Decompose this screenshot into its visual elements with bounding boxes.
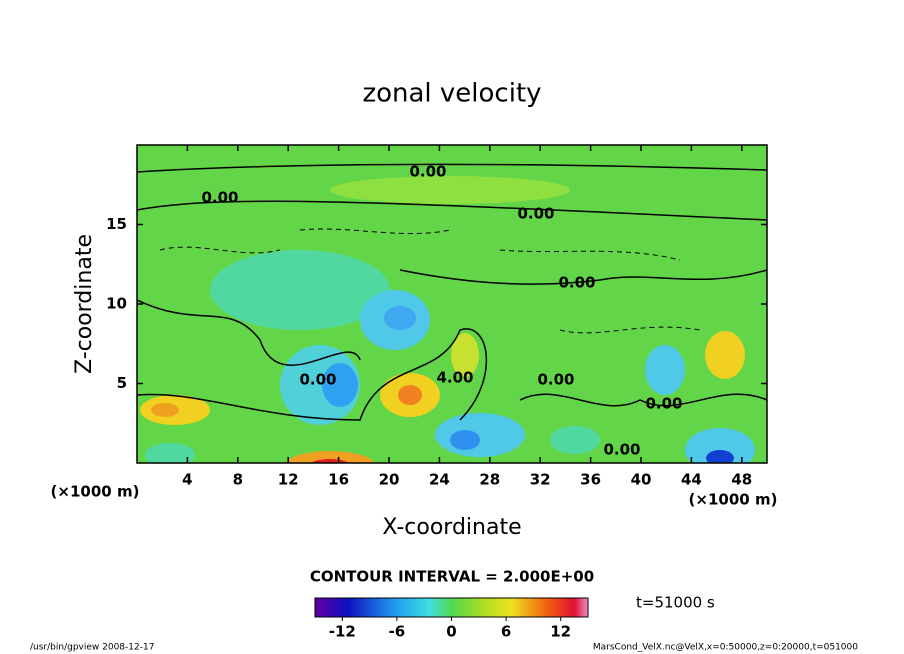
x-tick-label: 28	[479, 471, 500, 489]
x-unit-left: (×1000 m)	[51, 483, 140, 501]
contour-label: 0.00	[558, 274, 595, 292]
contour-interval: CONTOUR INTERVAL = 2.000E+00	[310, 568, 594, 586]
colorbar-tick-label: 0	[446, 623, 456, 641]
y-tick-label: 15	[106, 215, 127, 233]
contour-label: 0.00	[299, 371, 336, 389]
chart-title: zonal velocity	[362, 79, 541, 109]
x-tick-label: 48	[731, 471, 752, 489]
x-tick-label: 16	[328, 471, 349, 489]
contour-label: 0.00	[645, 395, 682, 413]
x-tick-label: 40	[631, 471, 652, 489]
x-tick-label: 12	[278, 471, 299, 489]
time-label: t=51000 s	[636, 594, 715, 612]
footer-left: /usr/bin/gpview 2008-12-17	[30, 643, 154, 653]
x-tick-label: 20	[379, 471, 400, 489]
y-tick-label: 5	[117, 374, 127, 392]
footer-right: MarsCond_VelX.nc@VelX,x=0:50000,z=0:2000…	[593, 643, 858, 653]
field	[137, 145, 767, 463]
x-tick-label: 44	[681, 471, 702, 489]
colorbar	[314, 597, 589, 618]
x-tick-label: 36	[580, 471, 601, 489]
colorbar-tick-label: 12	[550, 623, 571, 641]
x-tick-label: 8	[233, 471, 243, 489]
contour-label: 0.00	[409, 163, 446, 181]
colorbar-tick-label: -12	[329, 623, 356, 641]
x-unit-right: (×1000 m)	[689, 491, 778, 509]
x-tick-label: 24	[429, 471, 450, 489]
x-tick-label: 4	[182, 471, 192, 489]
y-axis-label: Z-coordinate	[72, 234, 97, 374]
contour-label: 0.00	[603, 441, 640, 459]
contour-label: 4.00	[436, 369, 473, 387]
contour-label: 0.00	[201, 189, 238, 207]
contour-label: 0.00	[517, 205, 554, 223]
y-tick-label: 10	[106, 295, 127, 313]
x-axis-label: X-coordinate	[382, 515, 521, 540]
colorbar-tick-label: 6	[501, 623, 511, 641]
colorbar-tick-label: -6	[389, 623, 406, 641]
x-tick-label: 32	[530, 471, 551, 489]
contour-label: 0.00	[537, 371, 574, 389]
